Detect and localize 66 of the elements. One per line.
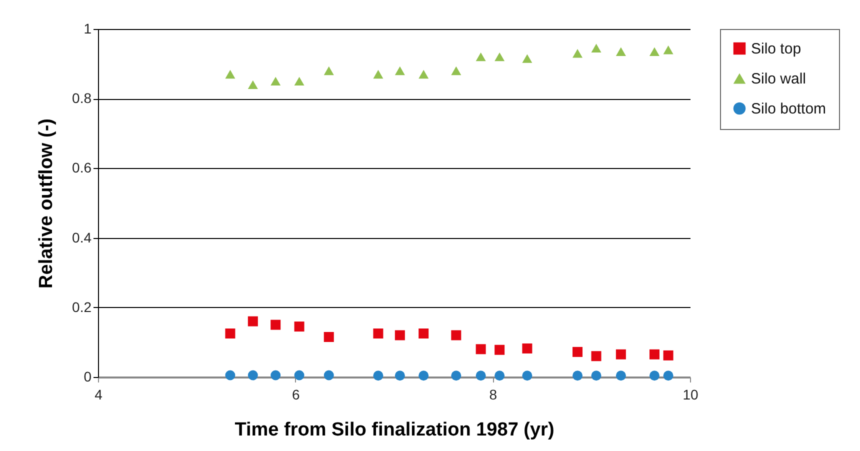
point xyxy=(270,370,281,380)
point xyxy=(572,49,583,58)
point xyxy=(649,370,660,381)
point xyxy=(225,328,236,338)
point xyxy=(494,370,505,381)
legend-label: Silo wall xyxy=(751,70,806,88)
point xyxy=(591,351,602,362)
point xyxy=(494,52,505,62)
legend-label: Silo top xyxy=(751,40,802,58)
point xyxy=(324,370,334,380)
point xyxy=(663,46,674,54)
point xyxy=(294,76,304,86)
point xyxy=(373,370,384,381)
point xyxy=(270,76,281,86)
point xyxy=(649,349,660,360)
y-tick-label: 0.8 xyxy=(72,90,92,106)
y-tick-label: 1 xyxy=(84,20,92,36)
point xyxy=(616,47,626,56)
point xyxy=(418,70,429,79)
point xyxy=(522,370,532,381)
point xyxy=(225,70,236,79)
point xyxy=(394,330,405,340)
point xyxy=(451,330,462,340)
point xyxy=(394,370,405,381)
point xyxy=(394,66,405,76)
point xyxy=(294,322,304,332)
point xyxy=(649,47,660,56)
x-tick-label: 4 xyxy=(94,386,103,402)
point xyxy=(616,370,626,381)
point xyxy=(476,52,486,62)
point xyxy=(324,66,334,76)
point xyxy=(572,370,583,381)
point xyxy=(248,370,258,380)
point xyxy=(591,44,602,52)
point xyxy=(294,370,304,380)
point xyxy=(476,370,486,381)
x-tick-label: 6 xyxy=(292,386,300,402)
point xyxy=(476,344,486,354)
point xyxy=(324,332,334,342)
point xyxy=(522,343,532,354)
y-tick-label: 0.2 xyxy=(72,298,92,315)
point xyxy=(451,370,462,381)
y-tick-label: 0.6 xyxy=(72,160,92,176)
x-tick-label: 10 xyxy=(682,386,698,402)
point xyxy=(522,54,532,63)
point xyxy=(418,370,429,381)
y-tick-label: 0 xyxy=(84,368,92,384)
point xyxy=(373,70,384,79)
y-tick-label: 0.4 xyxy=(72,229,92,246)
point xyxy=(248,80,258,90)
point xyxy=(494,344,505,355)
point xyxy=(225,370,236,380)
point xyxy=(663,370,674,381)
legend-label: Silo bottom xyxy=(751,100,826,118)
point xyxy=(616,349,626,360)
point xyxy=(451,66,462,76)
y-axis-title: Relative outflow (-) xyxy=(36,118,58,288)
point xyxy=(663,350,674,360)
point xyxy=(418,328,429,338)
point xyxy=(248,316,258,326)
point xyxy=(591,370,602,381)
point xyxy=(373,328,384,338)
point xyxy=(572,346,583,357)
x-tick-label: 8 xyxy=(489,386,498,402)
point xyxy=(270,320,281,330)
x-axis-title: Time from Silo finalization 1987 (yr) xyxy=(234,420,554,440)
